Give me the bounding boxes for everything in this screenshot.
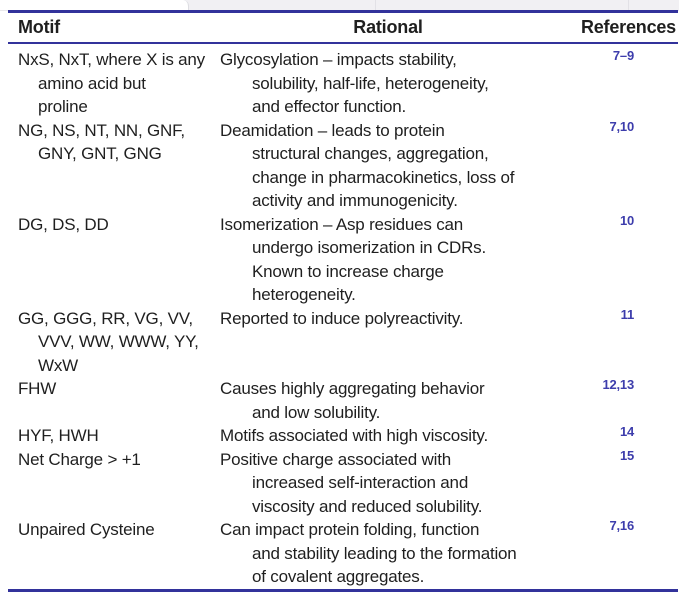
references-cell: 10 bbox=[619, 212, 634, 228]
references-cell: 7,10 bbox=[609, 118, 634, 134]
motif-cell: NxS, NxT, where X is any amino acid but … bbox=[18, 50, 205, 116]
references-cell: 7,16 bbox=[609, 518, 634, 533]
column-header-rational: Rational bbox=[353, 17, 423, 37]
table-row: FHW Causes highly aggregating behavior a… bbox=[8, 377, 678, 424]
table-row: DG, DS, DD Isomerization – Asp residues … bbox=[8, 213, 678, 307]
motif-cell: GG, GGG, RR, VG, VV, VVV, WW, WWW, YY, W… bbox=[18, 308, 199, 375]
table-row: NxS, NxT, where X is any amino acid but … bbox=[8, 48, 678, 119]
references-cell: 11 bbox=[620, 306, 635, 322]
rational-cell: Can impact protein folding, function and… bbox=[220, 520, 517, 586]
table-row: Unpaired Cysteine Can impact protein fol… bbox=[8, 518, 678, 589]
rational-cell: Deamidation – leads to protein structura… bbox=[220, 120, 515, 211]
table-row: Net Charge > +1 Positive charge associat… bbox=[8, 448, 678, 519]
motif-liabilities-table: Motif Rational References NxS, NxT, wher… bbox=[8, 10, 678, 592]
edge-separator bbox=[375, 0, 376, 10]
table-row: GG, GGG, RR, VG, VV, VVV, WW, WWW, YY, W… bbox=[8, 307, 678, 378]
rational-cell: Causes highly aggregating behavior and l… bbox=[220, 379, 485, 422]
motif-cell: Unpaired Cysteine bbox=[18, 520, 155, 539]
motif-cell: Net Charge > +1 bbox=[18, 449, 141, 469]
references-cell: 7–9 bbox=[612, 48, 634, 63]
motif-cell: DG, DS, DD bbox=[18, 214, 109, 234]
table-row: HYF, HWH Motifs associated with high vis… bbox=[8, 424, 678, 448]
table-row: NG, NS, NT, NN, GNF, GNY, GNT, GNG Deami… bbox=[8, 119, 678, 213]
motif-cell: FHW bbox=[18, 379, 57, 398]
references-cell: 14 bbox=[619, 424, 634, 439]
motif-cell: NG, NS, NT, NN, GNF, GNY, GNT, GNG bbox=[18, 120, 185, 164]
edge-separator bbox=[628, 0, 629, 10]
references-cell: 12,13 bbox=[602, 377, 634, 392]
column-header-motif: Motif bbox=[18, 17, 60, 37]
rational-cell: Isomerization – Asp residues can undergo… bbox=[220, 214, 486, 305]
table-body: NxS, NxT, where X is any amino acid but … bbox=[8, 44, 678, 592]
rational-cell: Motifs associated with high viscosity. bbox=[220, 426, 488, 445]
references-cell: 15 bbox=[619, 447, 634, 463]
cropped-tab-corner bbox=[0, 0, 189, 10]
motif-cell: HYF, HWH bbox=[18, 426, 99, 445]
table-header-row: Motif Rational References bbox=[8, 13, 678, 44]
rational-cell: Glycosylation – impacts stability, solub… bbox=[220, 50, 489, 116]
rational-cell: Reported to induce polyreactivity. bbox=[220, 308, 464, 328]
rational-cell: Positive charge associated with increase… bbox=[220, 449, 483, 516]
column-header-references: References bbox=[580, 17, 676, 37]
